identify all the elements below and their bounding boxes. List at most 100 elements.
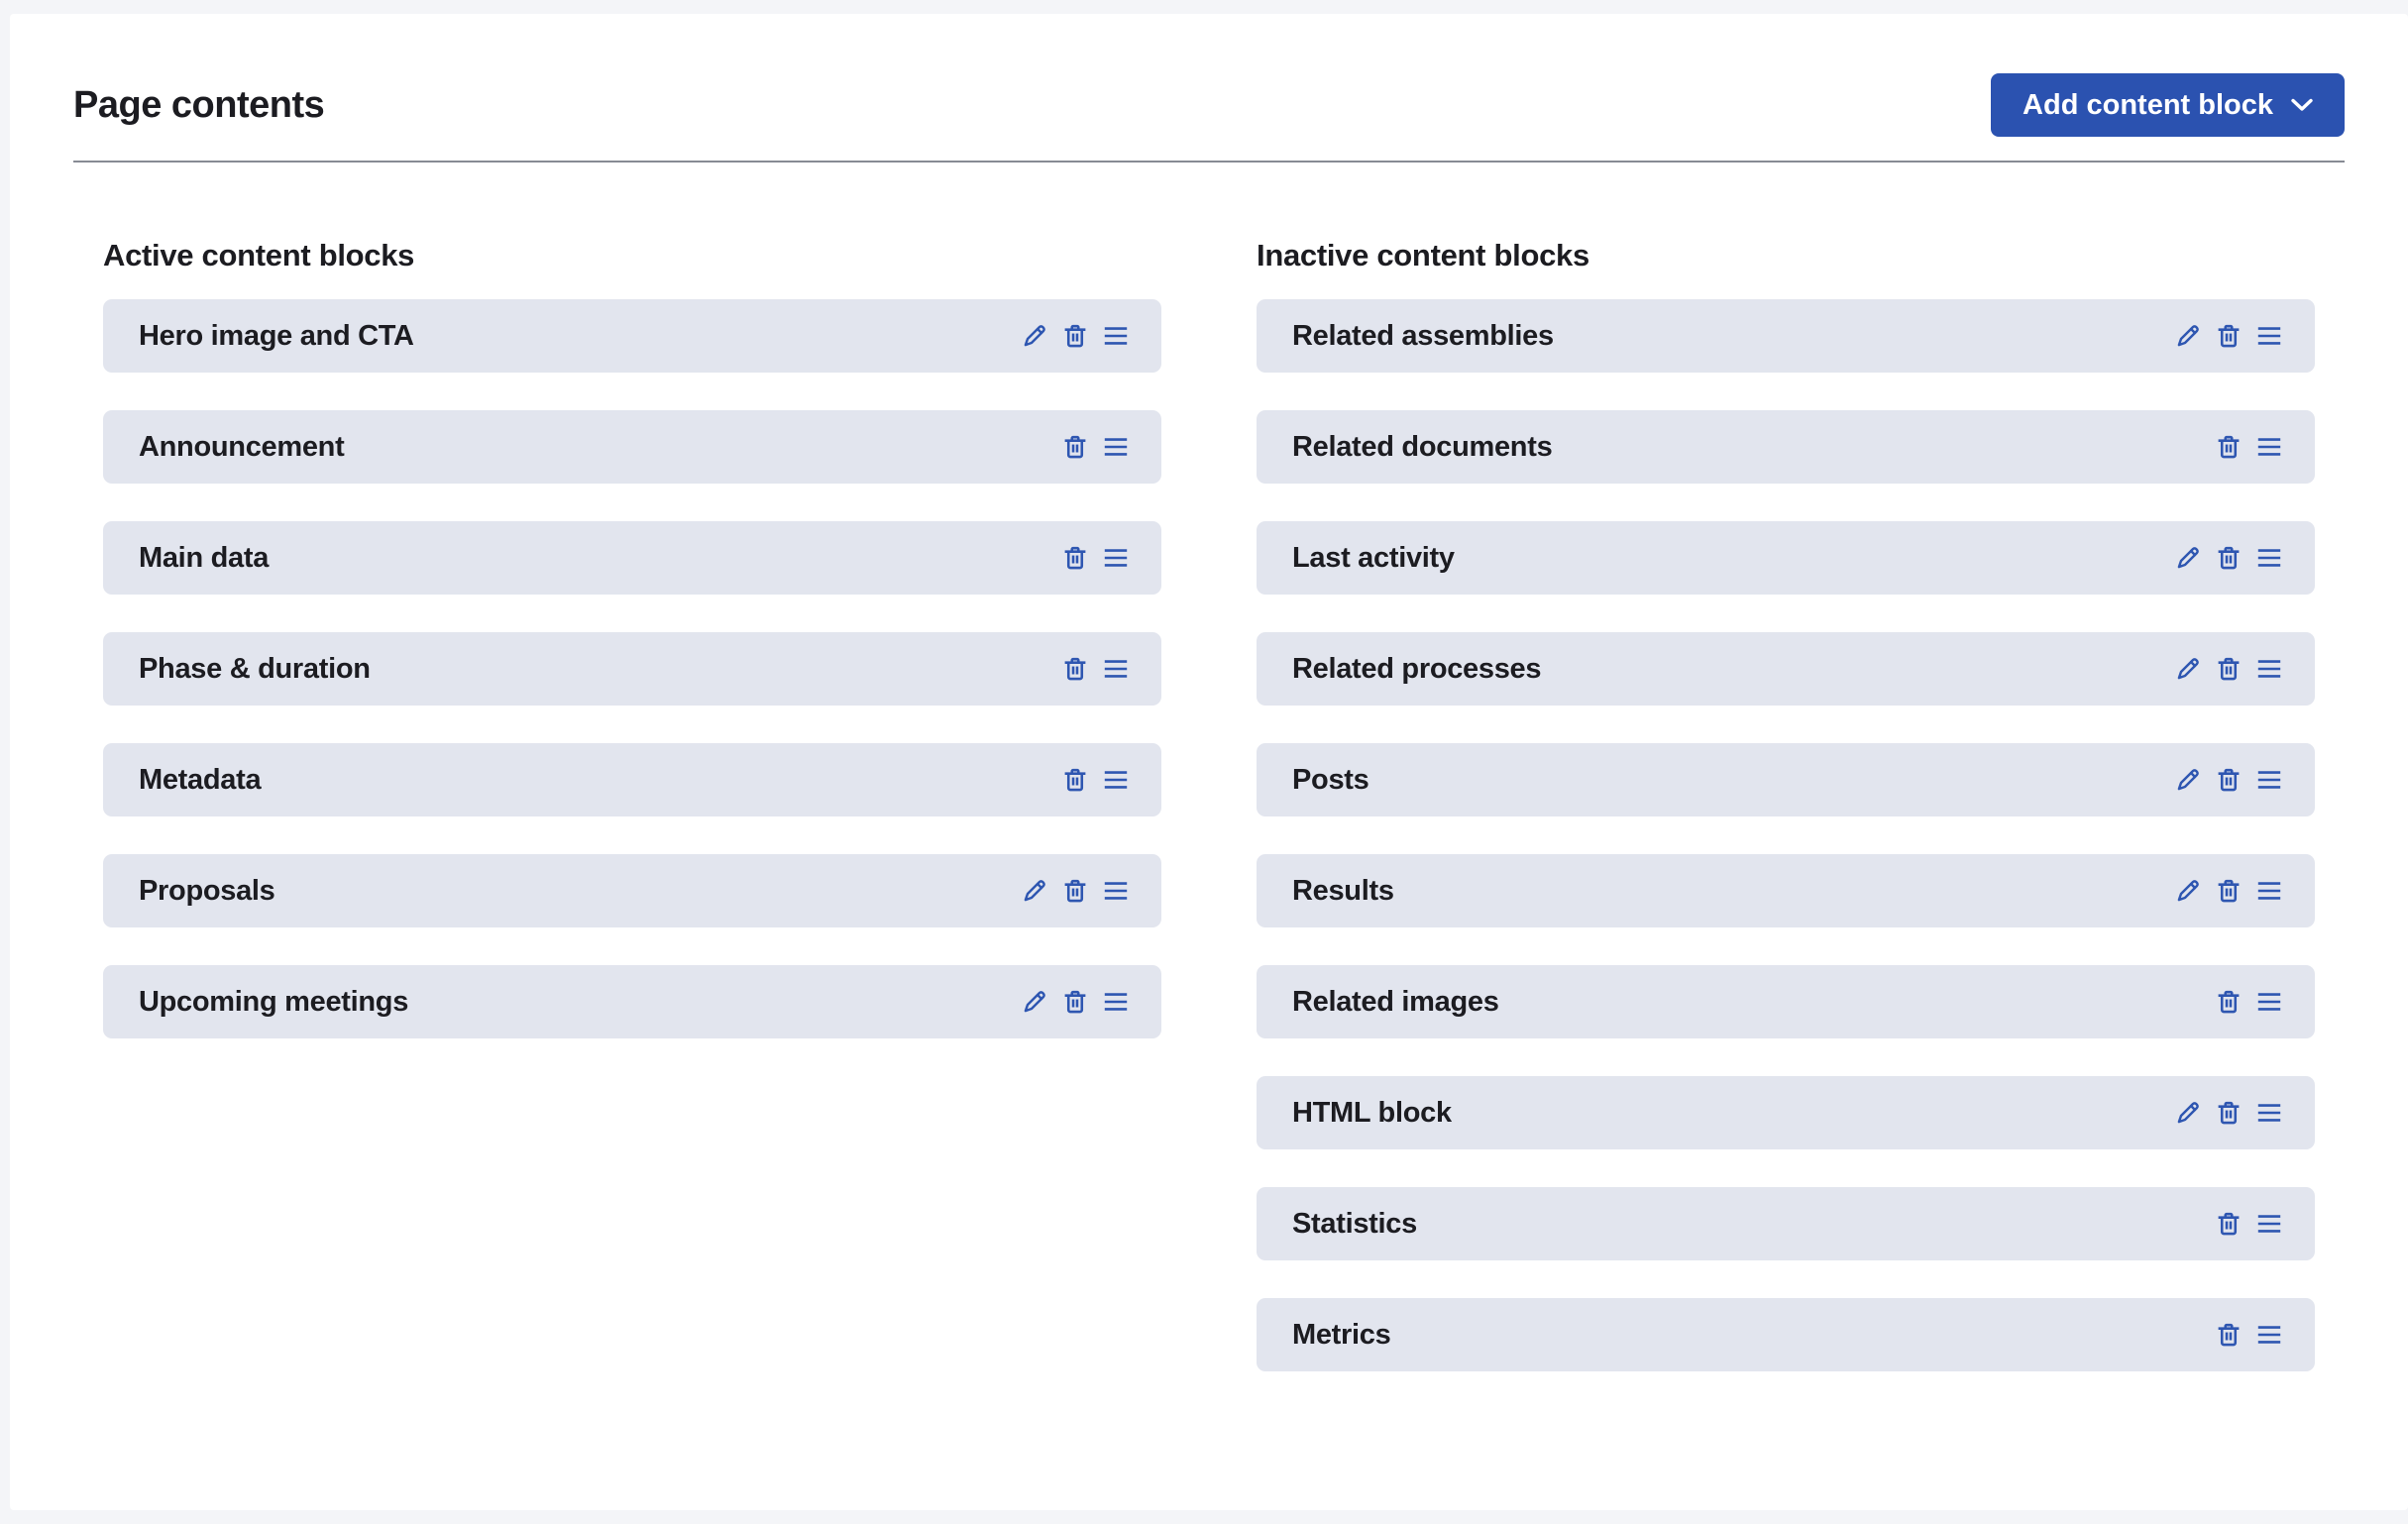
delete-block-button[interactable] — [1061, 766, 1089, 794]
drag-handle-icon — [2255, 1321, 2283, 1349]
drag-block-handle[interactable] — [2255, 322, 2283, 350]
delete-trash-icon — [2215, 655, 2243, 683]
block-row-actions — [1061, 433, 1130, 461]
block-row-actions — [2174, 322, 2283, 350]
edit-pencil-icon — [1021, 988, 1048, 1016]
edit-block-button[interactable] — [2174, 544, 2202, 572]
drag-block-handle[interactable] — [1102, 433, 1130, 461]
content-block-label: Posts — [1292, 763, 1369, 796]
content-block-label: Main data — [139, 541, 270, 574]
delete-trash-icon — [1061, 433, 1089, 461]
edit-pencil-icon — [2174, 544, 2202, 572]
delete-block-button[interactable] — [2215, 655, 2243, 683]
edit-pencil-icon — [2174, 766, 2202, 794]
delete-block-button[interactable] — [2215, 988, 2243, 1016]
block-row-actions — [2174, 544, 2283, 572]
content-block-row: Announcement — [103, 410, 1161, 484]
drag-handle-icon — [2255, 544, 2283, 572]
inactive-blocks-heading: Inactive content blocks — [1257, 238, 1589, 272]
drag-handle-icon — [2255, 655, 2283, 683]
content-block-row: HTML block — [1257, 1076, 2315, 1149]
block-row-actions — [1021, 988, 1130, 1016]
edit-block-button[interactable] — [2174, 1099, 2202, 1127]
delete-block-button[interactable] — [2215, 1210, 2243, 1238]
delete-trash-icon — [1061, 766, 1089, 794]
delete-block-button[interactable] — [1061, 988, 1089, 1016]
drag-block-handle[interactable] — [1102, 322, 1130, 350]
content-block-columns: Active content blocks Hero image and CTA… — [73, 238, 2345, 1409]
edit-block-button[interactable] — [2174, 877, 2202, 905]
drag-block-handle[interactable] — [2255, 877, 2283, 905]
delete-block-button[interactable] — [2215, 433, 2243, 461]
drag-block-handle[interactable] — [2255, 433, 2283, 461]
block-row-actions — [2174, 877, 2283, 905]
edit-pencil-icon — [2174, 877, 2202, 905]
drag-handle-icon — [2255, 433, 2283, 461]
drag-block-handle[interactable] — [2255, 544, 2283, 572]
drag-block-handle[interactable] — [2255, 1210, 2283, 1238]
delete-block-button[interactable] — [1061, 544, 1089, 572]
drag-block-handle[interactable] — [1102, 655, 1130, 683]
edit-block-button[interactable] — [1021, 988, 1048, 1016]
drag-block-handle[interactable] — [2255, 1321, 2283, 1349]
content-block-row: Related assemblies — [1257, 299, 2315, 373]
edit-block-button[interactable] — [2174, 322, 2202, 350]
delete-block-button[interactable] — [2215, 544, 2243, 572]
edit-pencil-icon — [2174, 322, 2202, 350]
drag-block-handle[interactable] — [1102, 877, 1130, 905]
delete-trash-icon — [1061, 322, 1089, 350]
edit-block-button[interactable] — [1021, 877, 1048, 905]
delete-trash-icon — [1061, 544, 1089, 572]
block-row-actions — [1061, 544, 1130, 572]
delete-trash-icon — [1061, 988, 1089, 1016]
content-block-row: Main data — [103, 521, 1161, 595]
delete-block-button[interactable] — [2215, 877, 2243, 905]
content-block-row: Statistics — [1257, 1187, 2315, 1260]
delete-block-button[interactable] — [2215, 766, 2243, 794]
block-row-actions — [2215, 1210, 2283, 1238]
content-block-row: Metadata — [103, 743, 1161, 816]
content-block-label: Upcoming meetings — [139, 985, 409, 1018]
delete-trash-icon — [2215, 1099, 2243, 1127]
block-row-actions — [1061, 766, 1130, 794]
drag-handle-icon — [1102, 766, 1130, 794]
content-block-label: Hero image and CTA — [139, 319, 414, 352]
drag-block-handle[interactable] — [1102, 544, 1130, 572]
block-row-actions — [2174, 766, 2283, 794]
drag-block-handle[interactable] — [2255, 766, 2283, 794]
delete-block-button[interactable] — [1061, 322, 1089, 350]
drag-block-handle[interactable] — [2255, 655, 2283, 683]
delete-block-button[interactable] — [1061, 655, 1089, 683]
page-contents-card: Page contents Add content block Active c… — [10, 14, 2408, 1510]
drag-block-handle[interactable] — [1102, 766, 1130, 794]
edit-block-button[interactable] — [2174, 655, 2202, 683]
drag-handle-icon — [2255, 322, 2283, 350]
content-block-row: Upcoming meetings — [103, 965, 1161, 1038]
drag-handle-icon — [2255, 1099, 2283, 1127]
delete-trash-icon — [2215, 433, 2243, 461]
drag-handle-icon — [1102, 655, 1130, 683]
drag-block-handle[interactable] — [2255, 1099, 2283, 1127]
edit-block-button[interactable] — [1021, 322, 1048, 350]
add-content-block-button[interactable]: Add content block — [1991, 73, 2345, 137]
drag-handle-icon — [1102, 322, 1130, 350]
content-block-row: Related images — [1257, 965, 2315, 1038]
edit-block-button[interactable] — [2174, 766, 2202, 794]
content-block-row: Posts — [1257, 743, 2315, 816]
content-block-label: Metrics — [1292, 1318, 1391, 1351]
active-blocks-column: Active content blocks Hero image and CTA… — [103, 238, 1161, 1076]
drag-block-handle[interactable] — [1102, 988, 1130, 1016]
delete-block-button[interactable] — [2215, 322, 2243, 350]
delete-block-button[interactable] — [2215, 1321, 2243, 1349]
content-block-label: Related documents — [1292, 430, 1553, 463]
delete-block-button[interactable] — [1061, 433, 1089, 461]
block-row-actions — [2215, 1321, 2283, 1349]
content-block-row: Related processes — [1257, 632, 2315, 706]
delete-trash-icon — [2215, 322, 2243, 350]
delete-block-button[interactable] — [1061, 877, 1089, 905]
content-block-row: Metrics — [1257, 1298, 2315, 1371]
delete-block-button[interactable] — [2215, 1099, 2243, 1127]
drag-block-handle[interactable] — [2255, 988, 2283, 1016]
drag-handle-icon — [2255, 766, 2283, 794]
chevron-down-icon — [2291, 98, 2313, 112]
